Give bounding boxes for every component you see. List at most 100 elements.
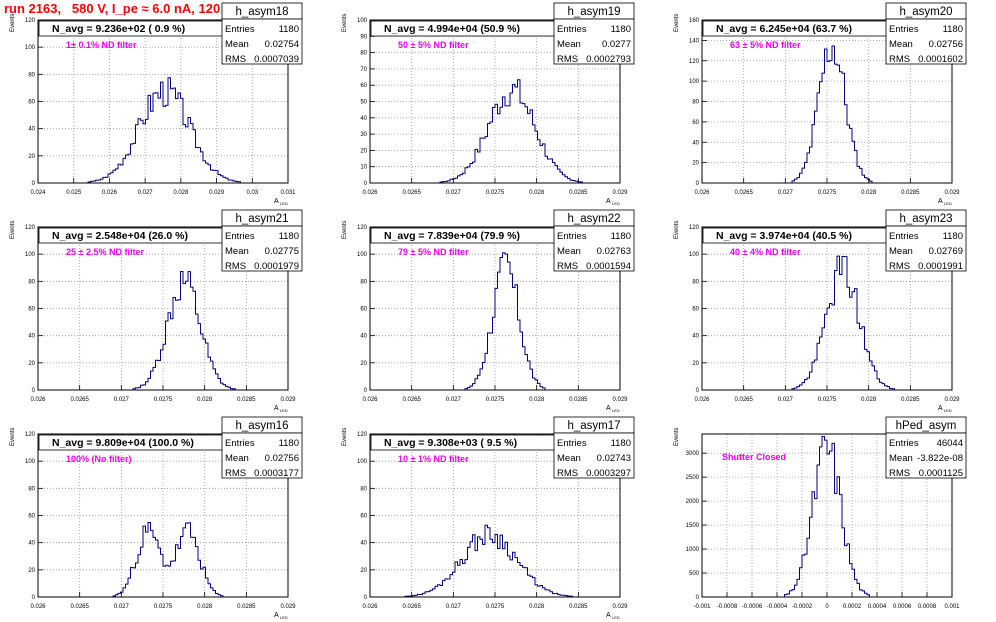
y-tick-label: 0 — [364, 388, 368, 394]
stats-box — [221, 18, 303, 65]
n-avg-label: N_avg = 2.548e+04 (26.0 %) — [52, 230, 188, 242]
x-tick-label: 0.0265 — [70, 397, 89, 403]
stats-box — [885, 432, 967, 479]
stats-row-label: RMS — [889, 468, 910, 479]
x-tick-label: 0.024 — [30, 190, 46, 196]
y-tick-label: 80 — [28, 279, 35, 285]
histogram-panel: -0.001 -0.0008 -0.0006 -0.0004 -0.0002 0 0.000… — [674, 416, 967, 610]
y-tick-label: 0 — [696, 388, 700, 394]
x-tick-label: 0.029 — [944, 190, 960, 196]
stats-row-value: 1180 — [279, 231, 299, 242]
x-tick-label: 0.027 — [446, 397, 462, 403]
stats-row-value: 0.0277 — [602, 39, 631, 50]
x-axis-label: A — [606, 198, 611, 205]
stats-row-value: 0.0001602 — [918, 54, 963, 65]
stats-title: h_asym19 — [567, 6, 620, 18]
x-tick-label: 0.0285 — [569, 604, 588, 610]
stats-row-value: 1180 — [611, 438, 631, 449]
y-tick-label: 120 — [25, 225, 36, 231]
stats-row-label: Mean — [225, 453, 249, 464]
histogram-panel: 0.026 0.0265 0.027 0.0275 0.028 0.0285 0.029 0 2… — [342, 209, 635, 413]
y-tick-label: 20 — [28, 361, 35, 367]
histogram-series — [38, 77, 288, 184]
y-tick-label: 60 — [360, 307, 367, 313]
stats-row-value: 46044 — [937, 438, 963, 449]
y-tick-label: 80 — [360, 486, 367, 492]
histogram-series — [370, 252, 620, 391]
filter-annotation: Shutter Closed — [722, 452, 786, 462]
x-tick-label: 0.026 — [362, 397, 378, 403]
y-tick-label: 60 — [28, 307, 35, 313]
y-tick-label: 70 — [360, 67, 367, 73]
y-tick-label: 0 — [364, 595, 368, 601]
x-axis-label-sub: LED — [280, 408, 288, 413]
stats-row-label: Mean — [557, 246, 581, 257]
x-axis-label: A — [938, 405, 943, 412]
n-avg-label: N_avg = 6.245e+04 (63.7 %) — [716, 23, 852, 35]
y-tick-label: 0 — [364, 181, 368, 187]
x-tick-label: 0.027 — [778, 397, 794, 403]
x-tick-label: 0.025 — [66, 190, 82, 196]
y-tick-label: 80 — [360, 51, 367, 57]
filter-annotation: 50 ± 5% ND filter — [398, 40, 469, 50]
y-tick-label: 3000 — [686, 451, 700, 457]
y-tick-label: 40 — [360, 116, 367, 122]
x-tick-label: 0.028 — [529, 190, 545, 196]
stats-row-value: 0.0003297 — [586, 468, 631, 479]
x-tick-label: -0.001 — [693, 604, 711, 610]
y-tick-label: 100 — [689, 252, 700, 258]
y-tick-label: 40 — [28, 334, 35, 340]
stats-box — [885, 18, 967, 65]
y-tick-label: 20 — [692, 361, 699, 367]
x-axis-label-sub: LED — [280, 201, 288, 206]
stats-title: h_asym21 — [235, 213, 288, 225]
n-avg-label: N_avg = 9.809e+04 (100.0 %) — [52, 437, 194, 449]
histogram-panel: 0.026 0.0265 0.027 0.0275 0.028 0.0285 0.029 0 2… — [10, 416, 303, 620]
x-tick-label: -0.0006 — [742, 604, 763, 610]
y-tick-label: 1000 — [686, 547, 700, 553]
y-tick-label: 60 — [360, 514, 367, 520]
x-tick-label: 0.027 — [138, 190, 154, 196]
stats-row-value: 0.02743 — [597, 453, 631, 464]
y-tick-label: 80 — [692, 100, 699, 106]
x-tick-label: 0.028 — [197, 604, 213, 610]
filter-annotation: 63 ± 5% ND filter — [730, 40, 801, 50]
stats-row-label: RMS — [225, 468, 246, 479]
y-axis-label: Events — [342, 14, 348, 32]
y-axis-label: Events — [10, 14, 16, 32]
stats-row-value: 0.02756 — [265, 453, 299, 464]
n-avg-label: N_avg = 7.839e+04 (79.9 %) — [384, 230, 520, 242]
y-tick-label: 2000 — [686, 499, 700, 505]
x-axis-label-sub: LED — [944, 408, 952, 413]
y-axis-label: Events — [342, 221, 348, 239]
n-avg-label: N_avg = 4.994e+04 (50.9 %) — [384, 23, 520, 35]
y-tick-label: 0 — [32, 181, 36, 187]
x-tick-label: 0.0285 — [901, 397, 920, 403]
x-tick-label: 0.0265 — [402, 604, 421, 610]
y-tick-label: 100 — [357, 18, 368, 24]
x-axis-label: A — [274, 198, 279, 205]
histogram-panel: 0.026 0.0265 0.027 0.0275 0.028 0.0285 0.029 0 2… — [342, 416, 635, 620]
x-tick-label: 0.0275 — [486, 604, 505, 610]
stats-row-value: 0.02769 — [929, 246, 963, 257]
y-axis-label: Events — [674, 14, 680, 32]
stats-row-label: RMS — [557, 261, 578, 272]
x-tick-label: -0.0004 — [767, 604, 788, 610]
x-tick-label: 0.0275 — [486, 397, 505, 403]
x-tick-label: 0.0275 — [154, 397, 173, 403]
y-tick-label: 60 — [28, 514, 35, 520]
filter-annotation: 40 ± 4% ND filter — [730, 247, 801, 257]
y-tick-label: 160 — [689, 18, 700, 24]
x-axis-label: A — [274, 612, 279, 619]
filter-annotation: 100% (No filter) — [66, 454, 132, 464]
y-tick-label: 20 — [360, 568, 367, 574]
y-tick-label: 40 — [360, 334, 367, 340]
x-tick-label: 0.0002 — [843, 604, 862, 610]
y-tick-label: 60 — [692, 307, 699, 313]
x-tick-label: -0.0002 — [792, 604, 813, 610]
y-tick-label: 50 — [360, 100, 367, 106]
histogram-panel: 0.026 0.0265 0.027 0.0275 0.028 0.0285 0.029 0 1… — [342, 2, 635, 206]
y-tick-label: 60 — [692, 120, 699, 126]
stats-box — [553, 432, 635, 479]
y-tick-label: 120 — [25, 18, 36, 24]
